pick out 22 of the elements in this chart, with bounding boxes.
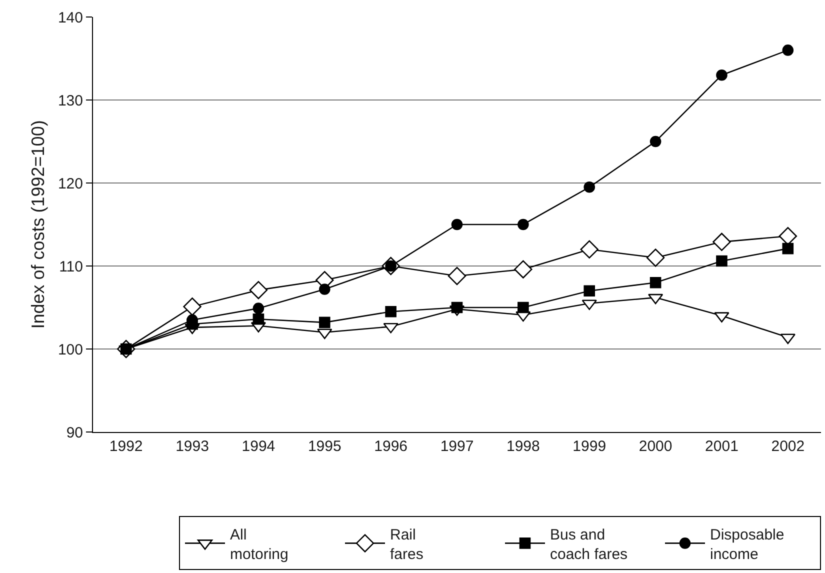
y-tick-label: 140: [58, 9, 83, 26]
x-tick-label: 1995: [308, 438, 342, 455]
y-tick-label: 120: [58, 175, 83, 192]
x-tick-label: 1997: [440, 438, 474, 455]
y-tick-label: 90: [66, 424, 83, 442]
y-tick-label: 100: [58, 341, 83, 358]
y-tick-label: 130: [58, 92, 83, 110]
legend-label: Bus and coach fares: [550, 526, 628, 563]
legend-label: All motoring: [230, 526, 288, 563]
legend-label: Disposable income: [710, 526, 784, 563]
y-tick-label: 110: [59, 258, 83, 276]
x-tick-label: 2002: [771, 438, 805, 455]
x-tick-label: 2000: [638, 438, 672, 455]
x-tick-label: 1996: [374, 438, 408, 455]
x-tick-label: 1998: [506, 438, 540, 455]
x-tick-label: 1992: [109, 438, 143, 455]
x-tick-label: 1994: [242, 438, 276, 455]
x-tick-label: 1999: [572, 438, 606, 455]
legend-label: Rail fares: [390, 526, 424, 563]
x-tick-label: 1993: [176, 438, 209, 455]
y-axis-title: Index of costs (1992=100): [28, 120, 48, 329]
x-tick-label: 2001: [705, 438, 738, 455]
